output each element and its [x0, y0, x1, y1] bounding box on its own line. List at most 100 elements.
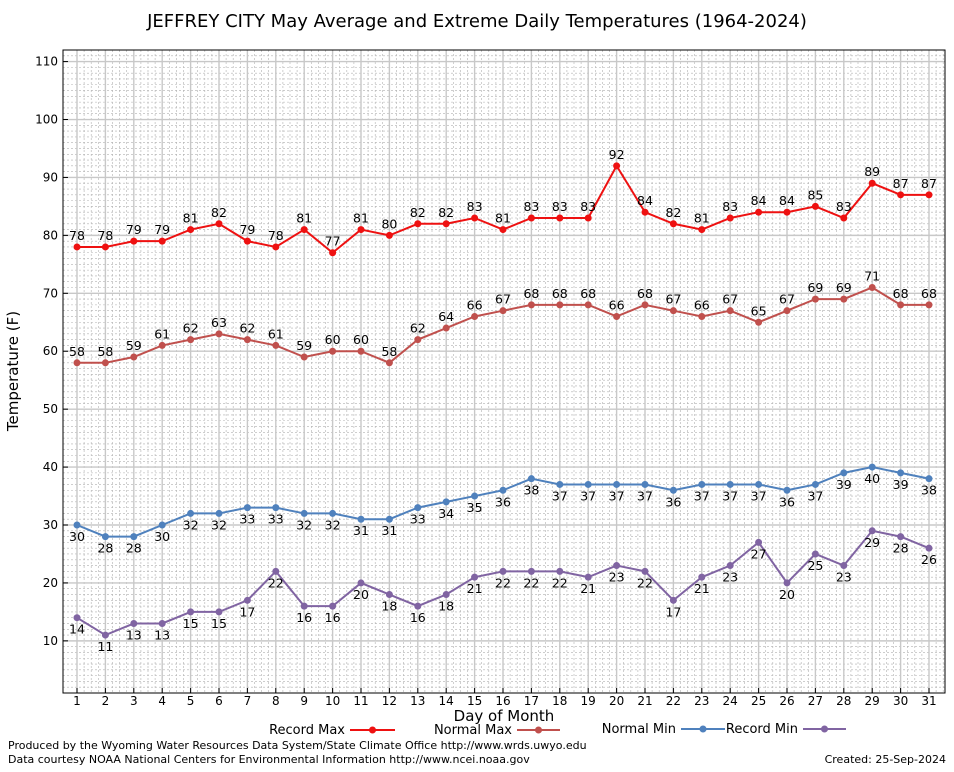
data-point-normal-max	[726, 307, 734, 315]
data-label-record-min: 16	[325, 610, 341, 625]
data-point-normal-max	[783, 307, 791, 315]
data-label-normal-max: 58	[69, 344, 85, 359]
data-point-record-min	[442, 591, 450, 599]
data-label-record-max: 83	[523, 199, 539, 214]
data-point-normal-max	[215, 330, 223, 338]
data-label-normal-min: 39	[836, 477, 852, 492]
data-label-normal-max: 66	[609, 297, 625, 312]
legend-label-record-max: Record Max	[269, 723, 345, 738]
data-point-normal-max	[868, 284, 876, 292]
data-point-record-min	[158, 619, 166, 627]
x-tick-label: 1	[73, 694, 81, 708]
grid-lines	[63, 49, 945, 694]
data-label-record-max: 81	[495, 211, 511, 226]
x-tick-label: 13	[410, 694, 425, 708]
data-point-normal-min	[499, 486, 507, 494]
data-point-normal-max	[357, 347, 365, 355]
data-label-normal-max: 71	[864, 269, 880, 284]
data-label-record-max: 83	[836, 199, 852, 214]
data-point-record-max	[840, 214, 848, 222]
data-label-record-max: 78	[97, 228, 113, 243]
data-label-normal-min: 39	[893, 477, 909, 492]
data-label-record-max: 85	[807, 187, 823, 202]
data-label-normal-max: 68	[637, 286, 653, 301]
data-point-normal-min	[897, 469, 905, 477]
data-point-record-min	[187, 608, 195, 616]
data-point-record-min	[414, 602, 422, 610]
data-label-record-max: 80	[381, 216, 397, 231]
data-label-normal-min: 30	[69, 529, 85, 544]
legend-label-normal-max: Normal Max	[434, 723, 512, 738]
data-label-normal-max: 68	[921, 286, 937, 301]
data-label-normal-min: 28	[97, 541, 113, 556]
x-tick-label: 15	[467, 694, 482, 708]
data-label-normal-min: 31	[353, 523, 369, 538]
x-tick-label: 23	[694, 694, 709, 708]
data-label-normal-min: 30	[154, 529, 170, 544]
data-label-normal-max: 62	[410, 321, 426, 336]
data-label-record-max: 77	[325, 234, 341, 249]
data-point-normal-max	[101, 359, 109, 367]
x-tick-label: 18	[552, 694, 567, 708]
data-point-record-max	[669, 220, 677, 228]
data-label-record-min: 22	[495, 575, 511, 590]
data-label-record-min: 20	[353, 587, 369, 602]
y-tick-label: 10	[43, 634, 58, 648]
data-point-normal-max	[442, 324, 450, 332]
x-tick-label: 14	[439, 694, 454, 708]
data-point-record-min	[897, 533, 905, 541]
data-label-normal-max: 62	[239, 321, 255, 336]
data-point-normal-min	[755, 480, 763, 488]
data-point-normal-min	[613, 480, 621, 488]
x-tick-label: 22	[666, 694, 681, 708]
data-label-record-min: 22	[523, 575, 539, 590]
data-label-record-max: 79	[239, 222, 255, 237]
data-label-record-min: 23	[722, 570, 738, 585]
data-label-record-min: 16	[296, 610, 312, 625]
x-tick-label: 24	[723, 694, 738, 708]
data-point-normal-max	[527, 301, 535, 309]
data-point-normal-max	[385, 359, 393, 367]
data-point-normal-max	[499, 307, 507, 315]
x-tick-label: 20	[609, 694, 624, 708]
data-point-record-min	[755, 538, 763, 546]
y-tick-label: 70	[43, 286, 58, 300]
data-label-record-max: 84	[637, 193, 653, 208]
data-point-record-max	[385, 231, 393, 239]
x-tick-label: 28	[836, 694, 851, 708]
x-tick-label: 12	[382, 694, 397, 708]
x-tick-label: 9	[300, 694, 308, 708]
data-label-normal-max: 63	[211, 315, 227, 330]
data-point-record-max	[811, 202, 819, 210]
series-layer: 78 78 79 79 81 82 79 78 81 77 81 80 82 82 83 81 83 83 83 92…	[69, 147, 937, 654]
data-point-record-max	[442, 220, 450, 228]
data-label-normal-min: 35	[467, 500, 483, 515]
data-point-record-max	[300, 226, 308, 234]
data-point-normal-max	[698, 312, 706, 320]
y-axis-ticks: 10 20 30 40 50 60 70 80 90 100 110	[35, 55, 68, 648]
data-point-normal-min	[243, 504, 251, 512]
data-point-record-max	[243, 237, 251, 245]
data-label-normal-max: 65	[751, 303, 767, 318]
data-point-normal-min	[442, 498, 450, 506]
data-label-normal-min: 36	[495, 494, 511, 509]
data-point-record-max	[329, 249, 337, 257]
data-point-record-min	[385, 591, 393, 599]
data-label-normal-max: 59	[126, 338, 142, 353]
data-point-normal-max	[300, 353, 308, 361]
legend-marker-record-max	[369, 726, 376, 734]
legend-marker-normal-min	[699, 725, 707, 733]
data-label-record-min: 22	[637, 575, 653, 590]
x-tick-label: 17	[524, 694, 539, 708]
data-point-normal-max	[641, 301, 649, 309]
data-label-record-min: 14	[69, 622, 85, 637]
x-tick-label: 30	[893, 694, 908, 708]
x-tick-label: 10	[325, 694, 340, 708]
x-tick-label: 11	[353, 694, 368, 708]
data-point-record-max	[101, 243, 109, 251]
data-label-normal-min: 32	[325, 517, 341, 532]
data-point-record-min	[783, 579, 791, 587]
data-label-normal-min: 32	[211, 517, 227, 532]
data-point-normal-min	[811, 480, 819, 488]
data-label-record-min: 17	[239, 604, 255, 619]
